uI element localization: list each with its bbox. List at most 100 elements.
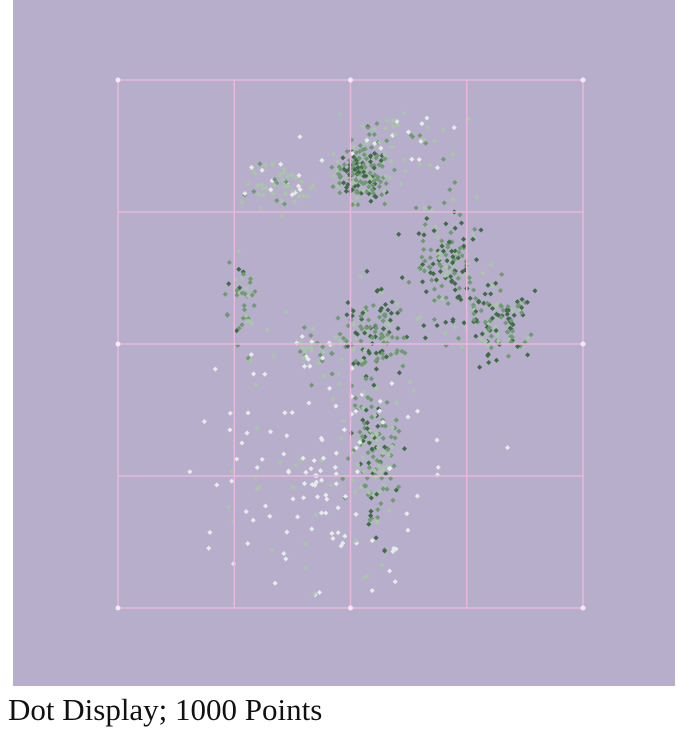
- data-point: [443, 221, 449, 227]
- data-point: [284, 433, 290, 439]
- data-point: [516, 302, 522, 308]
- data-point: [336, 371, 342, 377]
- data-point: [283, 556, 289, 562]
- data-point: [227, 427, 233, 433]
- data-point: [357, 323, 364, 330]
- data-point: [256, 484, 262, 490]
- data-point: [367, 428, 374, 434]
- data-point: [399, 275, 405, 281]
- data-point: [434, 437, 440, 443]
- data-point: [378, 286, 384, 292]
- data-point: [385, 447, 391, 453]
- data-point: [386, 508, 393, 514]
- data-point: [300, 455, 306, 461]
- data-point: [437, 255, 443, 261]
- data-point: [450, 260, 456, 266]
- data-point: [406, 279, 412, 285]
- data-point: [373, 350, 379, 356]
- plot-background: [13, 0, 675, 686]
- data-point: [479, 270, 486, 276]
- data-point: [443, 319, 449, 325]
- data-point: [366, 317, 372, 323]
- data-point: [249, 292, 255, 298]
- data-point: [343, 338, 350, 344]
- data-point: [478, 227, 484, 233]
- data-point: [387, 317, 393, 323]
- data-point: [476, 298, 482, 304]
- data-point: [436, 294, 442, 300]
- data-point: [392, 579, 398, 585]
- data-point: [473, 333, 479, 339]
- data-point: [442, 273, 448, 279]
- data-point: [339, 356, 345, 362]
- data-point: [470, 302, 476, 308]
- data-point: [240, 315, 246, 321]
- data-point: [376, 489, 382, 495]
- data-point: [234, 456, 240, 462]
- data-point: [493, 357, 500, 363]
- data-point: [255, 183, 261, 189]
- data-point: [247, 276, 254, 282]
- data-point: [404, 511, 410, 517]
- data-point: [355, 189, 361, 195]
- data-point: [320, 344, 326, 350]
- data-point: [445, 301, 451, 307]
- data-point: [364, 475, 370, 481]
- data-point: [335, 315, 341, 321]
- data-point: [342, 493, 349, 499]
- data-point: [226, 259, 232, 266]
- data-point: [427, 265, 433, 271]
- data-point: [372, 468, 378, 474]
- data-point: [459, 253, 465, 259]
- data-point: [432, 138, 438, 144]
- data-point: [434, 165, 441, 171]
- data-point: [361, 169, 367, 175]
- data-point: [467, 279, 473, 285]
- grid-node: [580, 341, 586, 347]
- data-point: [240, 271, 247, 277]
- data-point: [411, 387, 417, 394]
- data-point: [378, 501, 384, 507]
- data-point: [281, 170, 287, 176]
- data-point: [319, 437, 325, 443]
- data-point: [449, 279, 455, 285]
- data-point: [456, 293, 462, 300]
- data-point: [187, 469, 193, 475]
- data-point: [487, 318, 493, 324]
- data-point: [329, 530, 335, 536]
- data-point: [431, 297, 437, 304]
- data-point: [381, 482, 387, 488]
- data-point: [519, 310, 525, 316]
- data-point: [370, 454, 376, 460]
- data-point: [317, 468, 324, 474]
- data-point: [239, 290, 245, 296]
- data-point: [380, 423, 386, 429]
- data-point: [487, 325, 493, 331]
- data-point: [367, 174, 373, 181]
- data-points: [187, 110, 538, 598]
- data-point: [296, 193, 302, 199]
- data-point: [301, 324, 307, 331]
- data-point: [397, 307, 403, 313]
- data-point: [362, 348, 368, 354]
- data-point: [375, 423, 381, 429]
- data-point: [393, 417, 399, 423]
- data-point: [373, 325, 379, 331]
- dot-display-chart: [13, 0, 675, 686]
- data-point: [307, 363, 313, 369]
- data-point: [358, 273, 364, 280]
- data-point: [300, 495, 307, 501]
- data-point: [456, 249, 462, 255]
- data-point: [301, 355, 307, 361]
- data-point: [505, 353, 512, 359]
- data-point: [369, 588, 375, 594]
- data-point: [328, 482, 334, 488]
- data-point: [335, 530, 341, 536]
- data-point: [498, 314, 504, 320]
- data-point: [364, 426, 370, 432]
- data-point: [368, 198, 374, 204]
- data-point: [484, 300, 490, 306]
- grid-node: [115, 77, 121, 83]
- data-point: [421, 323, 427, 329]
- data-point: [389, 425, 395, 431]
